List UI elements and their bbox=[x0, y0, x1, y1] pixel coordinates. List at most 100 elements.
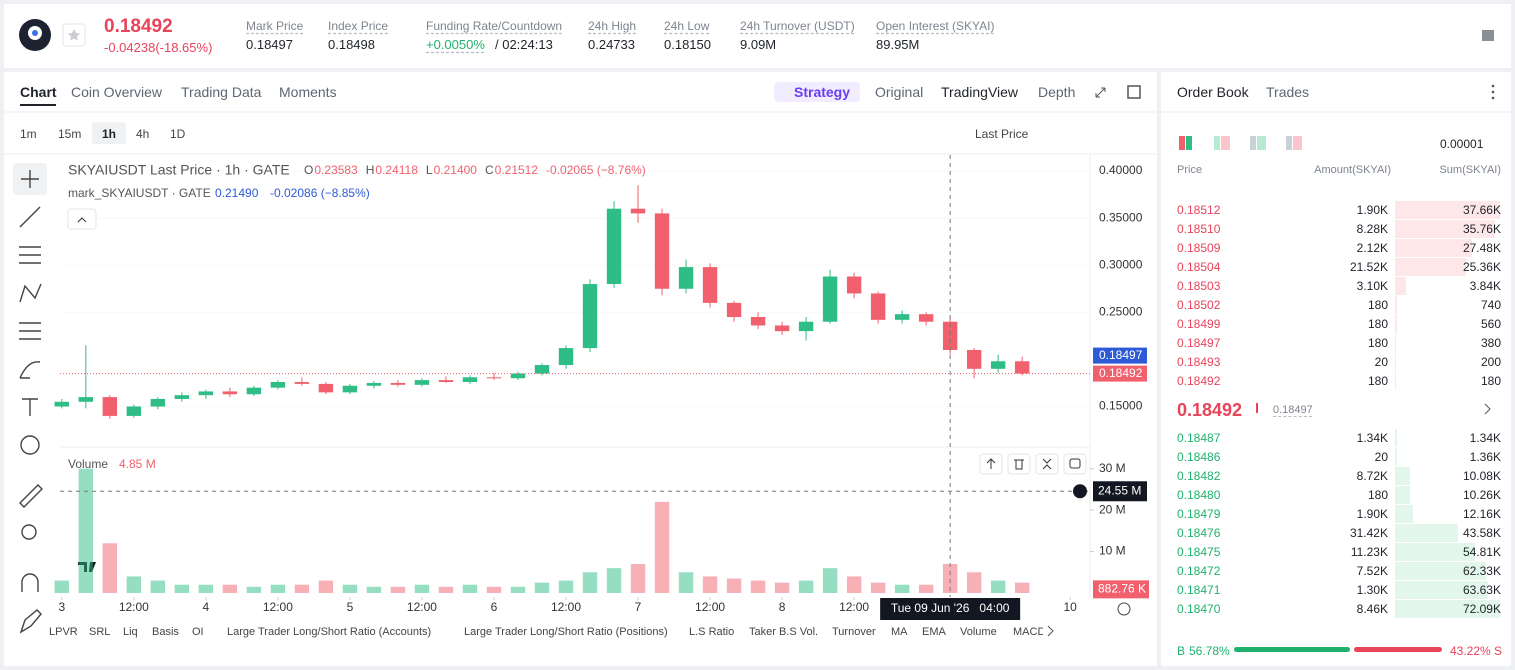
stat-label: 24h Turnover (USDT) bbox=[740, 19, 855, 33]
indicator-button[interactable]: Taker B.S Vol. bbox=[749, 626, 819, 638]
menu-dot[interactable] bbox=[1491, 84, 1495, 88]
indicator-button[interactable]: MACD bbox=[1013, 626, 1043, 638]
pane-maximize[interactable] bbox=[1063, 453, 1087, 475]
view-tab[interactable]: Depth bbox=[1038, 84, 1076, 100]
tool-crosshair[interactable] bbox=[21, 170, 39, 188]
precision-select[interactable]: 0.00001 bbox=[1440, 137, 1484, 151]
tool-pattern[interactable] bbox=[19, 283, 42, 303]
candle-body bbox=[78, 397, 94, 402]
candle-body bbox=[846, 276, 862, 294]
book-amount: 180 bbox=[1367, 317, 1388, 331]
candle-body bbox=[870, 293, 886, 320]
icon[interactable] bbox=[1179, 136, 1185, 150]
pane-collapse[interactable] bbox=[1035, 453, 1059, 475]
chart-tab[interactable]: Trading Data bbox=[181, 84, 262, 100]
indicator-button[interactable]: Large Trader Long/Short Ratio (Positions… bbox=[464, 626, 668, 638]
expand-arrow[interactable] bbox=[1484, 403, 1491, 415]
indicator-button[interactable]: Basis bbox=[152, 626, 179, 638]
book-layout-icons[interactable] bbox=[1179, 136, 1302, 150]
price-source-select[interactable]: Last Price bbox=[975, 127, 1029, 141]
interval-button[interactable]: 1h bbox=[102, 127, 117, 141]
mark-legend-name: mark_SKYAIUSDT · GATE bbox=[68, 186, 211, 200]
tool-emoji[interactable] bbox=[20, 435, 40, 455]
indicator-button[interactable]: Liq bbox=[123, 626, 138, 638]
tool-text[interactable] bbox=[22, 398, 38, 416]
tool-ruler[interactable] bbox=[19, 484, 43, 508]
candle-body bbox=[126, 406, 142, 416]
menu-dot bbox=[1491, 96, 1495, 100]
candle-body bbox=[990, 361, 1006, 369]
indicator-button[interactable]: SRL bbox=[89, 626, 111, 638]
volume-bar bbox=[630, 563, 646, 593]
indicator-button[interactable]: EMA bbox=[922, 626, 946, 638]
tool-line[interactable] bbox=[19, 206, 41, 228]
volume-bar bbox=[414, 584, 430, 593]
book-amount: 8.72K bbox=[1356, 469, 1388, 483]
tool-brush[interactable] bbox=[19, 361, 41, 379]
window-icon[interactable] bbox=[1127, 85, 1141, 99]
book-price: 0.18499 bbox=[1177, 317, 1221, 331]
layout-icon[interactable] bbox=[1482, 30, 1494, 41]
volume-bar bbox=[174, 584, 190, 593]
crosshair-add bbox=[1073, 484, 1087, 499]
view-tab[interactable]: Strategy bbox=[794, 84, 851, 100]
candle-body bbox=[654, 213, 670, 289]
tool-edit[interactable] bbox=[19, 609, 42, 634]
indicator-button[interactable]: MA bbox=[891, 626, 908, 638]
book-price: 0.18492 bbox=[1177, 374, 1221, 388]
interval-button[interactable]: 15m bbox=[58, 127, 82, 141]
indicator-button[interactable]: LPVR bbox=[49, 626, 78, 638]
book-amount: 180 bbox=[1367, 336, 1388, 350]
interval-button[interactable]: 4h bbox=[136, 127, 150, 141]
book-sum: 63.63K bbox=[1462, 583, 1501, 597]
chart-tab[interactable]: Chart bbox=[20, 84, 57, 100]
expand-icon[interactable] bbox=[1095, 87, 1106, 98]
indicator-button[interactable]: Volume bbox=[960, 626, 997, 638]
tool-magnet[interactable] bbox=[21, 573, 39, 592]
tool-zoom[interactable] bbox=[21, 524, 37, 540]
pane-up[interactable] bbox=[979, 453, 1003, 475]
book-sum: 10.26K bbox=[1462, 488, 1501, 502]
settings-icon[interactable] bbox=[1117, 602, 1131, 616]
tool-fib[interactable] bbox=[19, 322, 41, 340]
book-tab[interactable]: Trades bbox=[1266, 84, 1310, 100]
collapse-legend[interactable] bbox=[67, 208, 97, 230]
depth-bar bbox=[1395, 201, 1500, 219]
candle-body bbox=[534, 365, 550, 374]
book-amount: 20 bbox=[1374, 355, 1388, 369]
interval-button[interactable]: 1D bbox=[170, 127, 186, 141]
indicator-button[interactable]: Large Trader Long/Short Ratio (Accounts) bbox=[227, 626, 432, 638]
indicator-button[interactable]: OI bbox=[192, 626, 204, 638]
volume-bar bbox=[198, 584, 214, 593]
book-tab[interactable]: Order Book bbox=[1177, 84, 1249, 100]
volume-bar bbox=[294, 584, 310, 593]
legend-change: -0.02065 (−8.76%) bbox=[546, 163, 646, 177]
price-label: 0.18492 bbox=[1099, 366, 1143, 380]
interval-button[interactable]: 1m bbox=[20, 127, 37, 141]
view-tab[interactable]: TradingView bbox=[941, 84, 1019, 100]
icon[interactable] bbox=[1286, 136, 1292, 150]
legend-key: C bbox=[485, 163, 494, 177]
book-sum: 54.81K bbox=[1462, 545, 1501, 559]
volume-bar bbox=[246, 586, 262, 593]
chart-title: SKYAIUSDT Last Price · 1h · GATE bbox=[68, 162, 290, 178]
depth-bar bbox=[1395, 277, 1406, 295]
pane-delete[interactable] bbox=[1007, 453, 1031, 475]
view-tab[interactable]: Original bbox=[875, 84, 924, 100]
tool-hlines[interactable] bbox=[19, 246, 41, 264]
depth-bar bbox=[1395, 220, 1495, 238]
indicator-button[interactable]: L.S Ratio bbox=[689, 626, 735, 638]
indicator-button[interactable]: Turnover bbox=[832, 626, 876, 638]
indicators-next[interactable] bbox=[1047, 625, 1054, 637]
book-amount: 1.90K bbox=[1356, 203, 1388, 217]
icon[interactable] bbox=[1250, 136, 1256, 150]
chart-tab[interactable]: Coin Overview bbox=[71, 84, 163, 100]
chart-tab[interactable]: Moments bbox=[279, 84, 337, 100]
volume-bar bbox=[342, 584, 358, 593]
favorite-button[interactable] bbox=[62, 23, 86, 47]
icon[interactable] bbox=[1214, 136, 1220, 150]
stat-value: 0.18150 bbox=[664, 37, 711, 52]
volume-bar bbox=[558, 580, 574, 593]
